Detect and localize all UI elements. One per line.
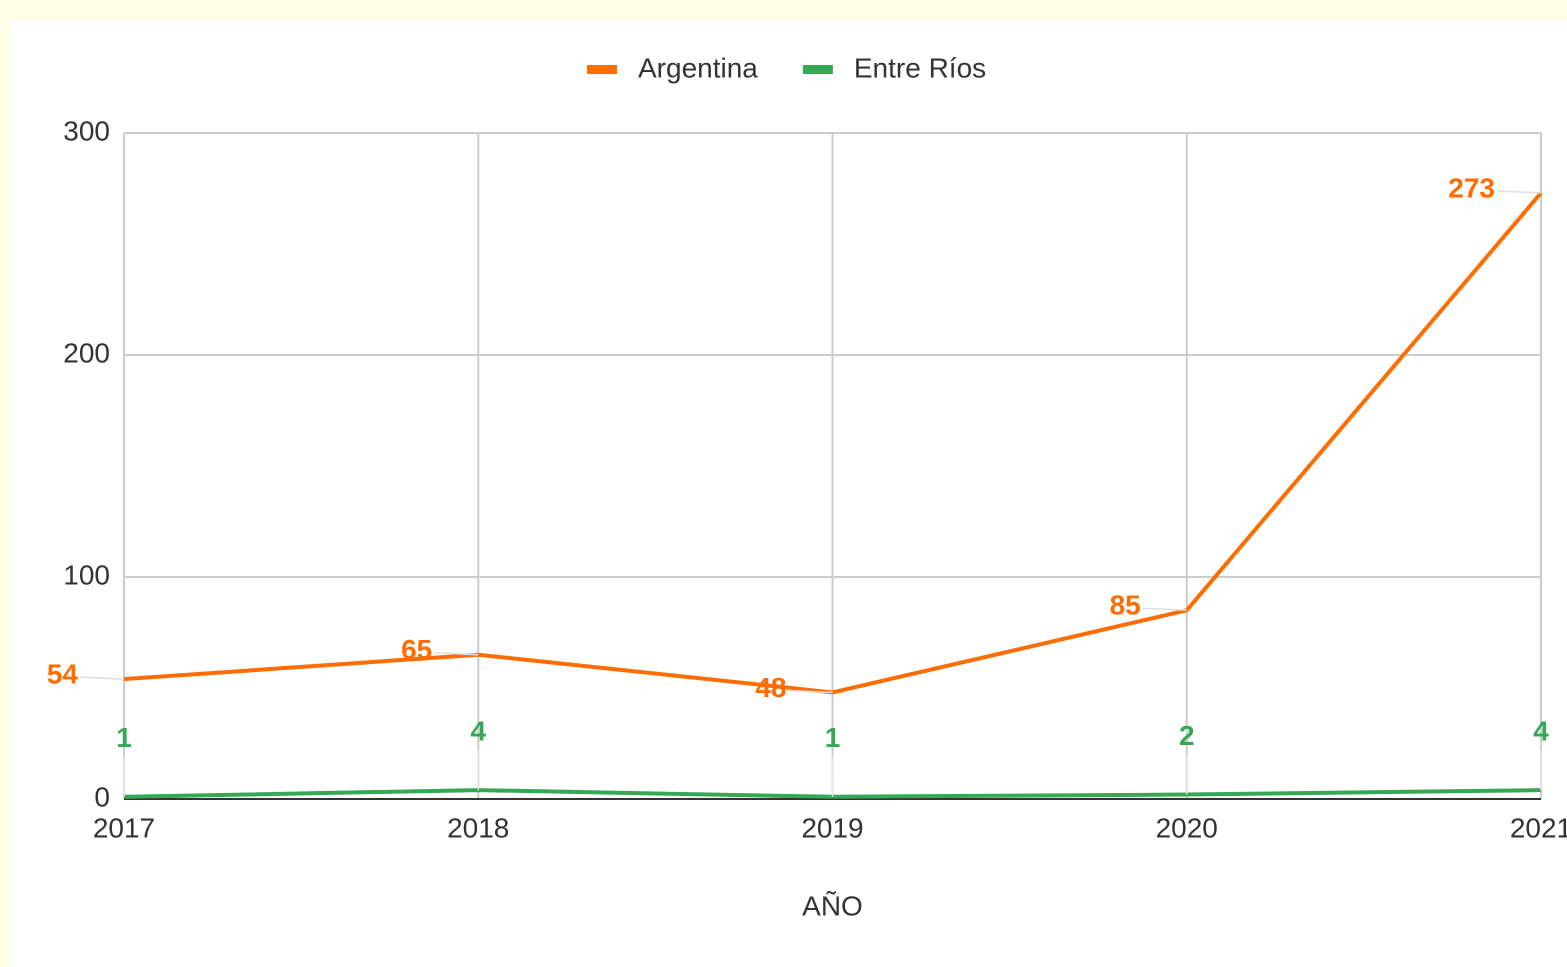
- y-tick-label: 200: [63, 337, 110, 368]
- label-leader: [1496, 190, 1542, 194]
- y-tick-label: 100: [63, 559, 110, 590]
- data-label: 2: [1179, 720, 1195, 751]
- legend-swatch: [587, 65, 617, 74]
- x-tick-label: 2017: [93, 812, 155, 843]
- label-leader: [788, 689, 833, 694]
- chart-background: [10, 20, 1567, 967]
- x-tick-label: 2018: [447, 812, 509, 843]
- data-label: 48: [755, 672, 786, 703]
- x-axis-title: AÑO: [802, 890, 863, 921]
- data-label: 4: [470, 716, 486, 747]
- x-tick-label: 2021: [1510, 812, 1567, 843]
- data-label: 65: [401, 634, 432, 665]
- y-tick-label: 300: [63, 115, 110, 146]
- data-label: 4: [1533, 716, 1549, 747]
- legend-swatch: [802, 65, 833, 74]
- legend-label: Entre Ríos: [854, 52, 986, 83]
- data-label: 1: [825, 722, 841, 753]
- data-label: 85: [1110, 590, 1141, 621]
- data-label: 273: [1448, 172, 1495, 203]
- y-tick-label: 0: [94, 781, 110, 812]
- data-label: 1: [116, 722, 132, 753]
- label-leader: [79, 676, 125, 680]
- data-label: 54: [47, 659, 79, 690]
- x-tick-label: 2020: [1156, 812, 1218, 843]
- label-leader: [1142, 607, 1187, 612]
- x-tick-label: 2019: [801, 812, 863, 843]
- legend-label: Argentina: [638, 52, 758, 83]
- label-leader: [434, 651, 479, 656]
